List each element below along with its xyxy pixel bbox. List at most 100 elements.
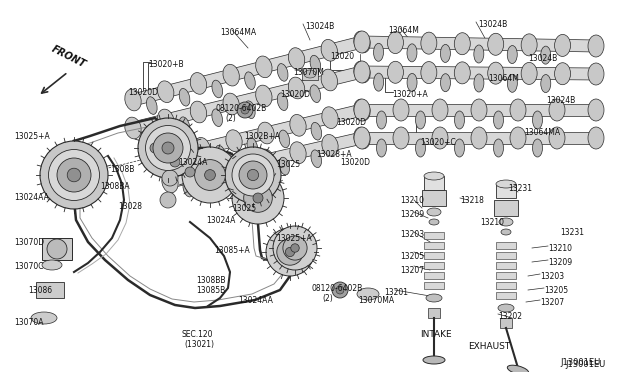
Ellipse shape (311, 122, 322, 140)
Text: 1308BA: 1308BA (100, 182, 130, 191)
Ellipse shape (488, 33, 504, 55)
Ellipse shape (493, 139, 504, 157)
Ellipse shape (247, 164, 257, 182)
Text: 13210: 13210 (480, 218, 504, 227)
Text: 13020D: 13020D (128, 88, 158, 97)
Ellipse shape (354, 127, 370, 149)
Text: 13231: 13231 (560, 228, 584, 237)
Ellipse shape (279, 157, 289, 175)
Text: 13207: 13207 (540, 298, 564, 307)
Ellipse shape (555, 35, 571, 57)
Text: 13085+A: 13085+A (214, 246, 250, 255)
Ellipse shape (310, 55, 321, 73)
Text: 13086: 13086 (28, 286, 52, 295)
Ellipse shape (190, 73, 207, 94)
Circle shape (40, 141, 108, 209)
Ellipse shape (387, 61, 403, 83)
Circle shape (239, 161, 267, 189)
Ellipse shape (179, 89, 190, 106)
Ellipse shape (474, 45, 484, 63)
Text: 13070D: 13070D (14, 238, 44, 247)
Ellipse shape (125, 117, 141, 139)
Ellipse shape (244, 101, 255, 119)
Bar (424, 232, 444, 239)
Text: J13001EU: J13001EU (565, 360, 605, 369)
Circle shape (253, 193, 263, 203)
Ellipse shape (125, 89, 141, 111)
Text: 13020: 13020 (330, 52, 354, 61)
Text: 13024B: 13024B (528, 54, 557, 63)
Circle shape (291, 244, 300, 252)
Bar (424, 242, 444, 249)
Ellipse shape (255, 85, 272, 107)
Text: 13020+C: 13020+C (420, 138, 456, 147)
Ellipse shape (541, 46, 550, 64)
Bar (302, 68, 318, 80)
Circle shape (232, 172, 284, 224)
Ellipse shape (258, 149, 274, 171)
Ellipse shape (423, 356, 445, 364)
Ellipse shape (194, 138, 210, 159)
Bar (424, 262, 444, 269)
Circle shape (241, 106, 249, 114)
Ellipse shape (549, 127, 565, 149)
Ellipse shape (223, 64, 239, 86)
Ellipse shape (322, 134, 338, 156)
Ellipse shape (354, 31, 370, 53)
Ellipse shape (415, 139, 426, 157)
Ellipse shape (321, 69, 337, 91)
Ellipse shape (354, 127, 370, 149)
Circle shape (153, 133, 183, 163)
Text: 13024B: 13024B (478, 20, 508, 29)
Ellipse shape (555, 63, 571, 85)
Ellipse shape (226, 157, 242, 178)
Ellipse shape (454, 62, 470, 84)
Ellipse shape (471, 127, 487, 149)
Bar (422, 190, 446, 206)
Bar (36, 282, 64, 298)
Text: 13064M: 13064M (388, 26, 419, 35)
Text: 08120-6402B: 08120-6402B (312, 284, 364, 293)
Ellipse shape (421, 62, 437, 84)
Ellipse shape (588, 63, 604, 85)
Text: 13070M: 13070M (293, 68, 324, 77)
Circle shape (138, 118, 198, 178)
Ellipse shape (157, 109, 174, 131)
Circle shape (150, 143, 160, 153)
Ellipse shape (588, 99, 604, 121)
Bar (496, 282, 516, 289)
Text: 13218: 13218 (460, 196, 484, 205)
Text: 13210: 13210 (400, 196, 424, 205)
Polygon shape (362, 36, 596, 52)
Circle shape (232, 154, 274, 196)
Circle shape (283, 236, 307, 260)
Ellipse shape (354, 31, 370, 53)
Ellipse shape (354, 61, 370, 83)
Text: 08120-6402B: 08120-6402B (215, 104, 266, 113)
Ellipse shape (510, 99, 526, 121)
Ellipse shape (321, 39, 337, 61)
Ellipse shape (549, 99, 565, 121)
Bar (500, 318, 512, 328)
Circle shape (162, 170, 178, 186)
Circle shape (225, 147, 281, 203)
Ellipse shape (289, 48, 305, 70)
Text: 13024A: 13024A (206, 216, 236, 225)
Circle shape (285, 247, 294, 257)
Text: 13020D: 13020D (280, 90, 310, 99)
Text: INTAKE: INTAKE (420, 330, 452, 339)
Bar (496, 272, 516, 279)
Circle shape (273, 226, 317, 270)
Ellipse shape (147, 125, 157, 142)
Ellipse shape (393, 99, 409, 121)
Polygon shape (362, 104, 596, 116)
Ellipse shape (322, 107, 338, 128)
Circle shape (47, 239, 67, 259)
Ellipse shape (157, 81, 174, 103)
Ellipse shape (226, 130, 242, 151)
Ellipse shape (471, 99, 487, 121)
Bar (496, 292, 516, 299)
Text: 13064MA: 13064MA (220, 28, 256, 37)
Ellipse shape (277, 64, 288, 81)
Text: FRONT: FRONT (50, 44, 88, 70)
